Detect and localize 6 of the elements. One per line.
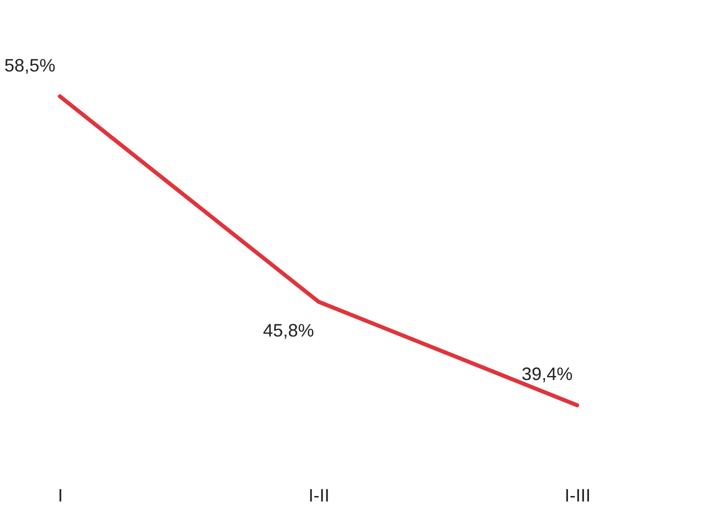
data-label: 58,5% bbox=[4, 55, 56, 76]
data-label: 39,4% bbox=[522, 364, 573, 384]
x-tick-label: I-II bbox=[308, 486, 330, 506]
data-label: 45,8% bbox=[262, 320, 314, 341]
x-tick-label: I bbox=[58, 486, 63, 506]
x-tick-label: I-III bbox=[564, 486, 591, 506]
